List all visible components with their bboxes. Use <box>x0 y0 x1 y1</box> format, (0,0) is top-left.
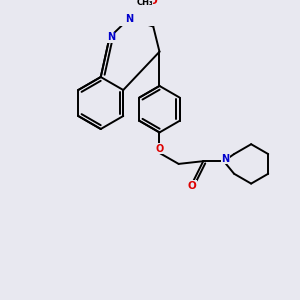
Text: N: N <box>221 154 229 164</box>
Text: N: N <box>107 32 115 42</box>
Text: O: O <box>188 181 197 191</box>
Text: O: O <box>149 0 158 6</box>
Text: N: N <box>126 14 134 24</box>
Text: O: O <box>155 144 164 154</box>
Text: CH₃: CH₃ <box>136 0 153 8</box>
